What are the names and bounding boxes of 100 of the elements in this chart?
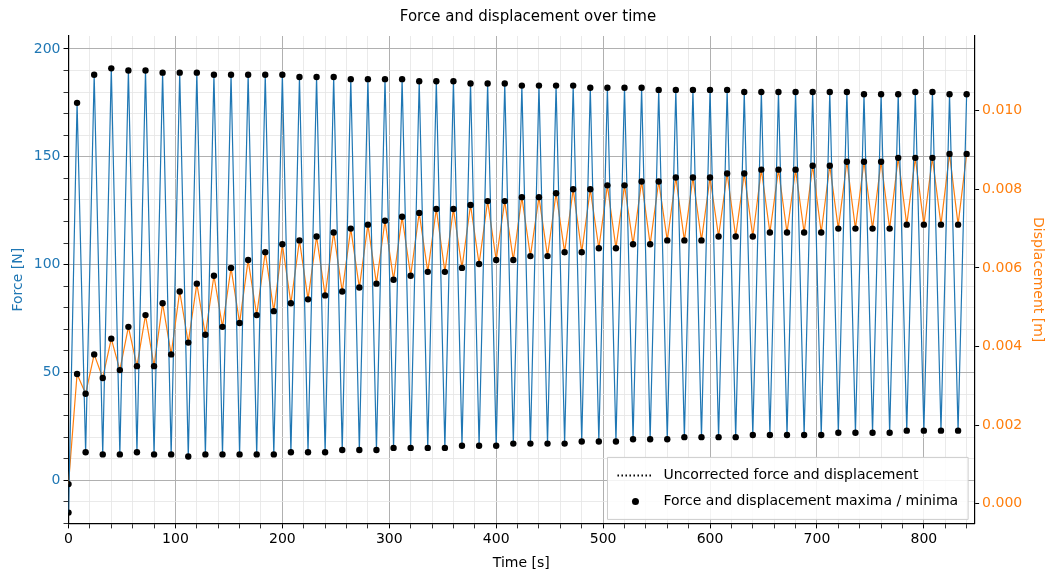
point xyxy=(210,71,218,79)
y2-tick-label: 0.006 xyxy=(982,258,1023,275)
point xyxy=(800,229,808,236)
point xyxy=(287,300,295,307)
y-tick-label: 100 xyxy=(33,255,61,272)
point xyxy=(339,288,346,295)
point xyxy=(792,166,799,173)
point xyxy=(108,335,115,342)
y2-tick-label: 0.010 xyxy=(982,101,1023,118)
point xyxy=(569,186,577,193)
point xyxy=(287,449,295,456)
point xyxy=(766,229,774,236)
point xyxy=(929,88,936,96)
point xyxy=(706,174,714,181)
point xyxy=(946,91,953,98)
point xyxy=(176,288,183,295)
point xyxy=(433,78,440,85)
point xyxy=(219,323,226,331)
point xyxy=(236,319,243,327)
point xyxy=(296,73,303,81)
point xyxy=(963,91,970,98)
y2-tick-label: 0.008 xyxy=(982,179,1023,196)
point xyxy=(193,69,201,76)
point xyxy=(450,205,457,213)
point xyxy=(108,65,115,72)
y2-tick-label: 0.002 xyxy=(982,415,1023,432)
point xyxy=(416,209,423,217)
point xyxy=(749,233,756,240)
point xyxy=(587,84,594,91)
point xyxy=(689,174,697,181)
point xyxy=(313,233,320,240)
point xyxy=(356,284,363,291)
point xyxy=(621,182,628,189)
point xyxy=(244,71,252,79)
point xyxy=(253,311,260,319)
point xyxy=(886,429,893,437)
point xyxy=(321,449,329,456)
point xyxy=(912,154,919,162)
point xyxy=(741,170,748,177)
point xyxy=(612,245,620,252)
point xyxy=(792,88,799,96)
point xyxy=(775,88,782,96)
point xyxy=(595,438,603,445)
y-tick-label: 200 xyxy=(33,39,61,56)
point xyxy=(133,362,141,370)
x-tick-label: 300 xyxy=(375,530,403,547)
point xyxy=(920,221,928,228)
x-tick-label: 100 xyxy=(162,530,189,547)
point xyxy=(672,174,680,181)
point xyxy=(877,91,885,98)
x-tick-label: 200 xyxy=(268,530,296,547)
point xyxy=(672,86,680,94)
point xyxy=(946,150,953,158)
point xyxy=(202,331,209,338)
point xyxy=(125,323,132,331)
point xyxy=(860,91,868,98)
point xyxy=(90,71,98,79)
legend-label: Force and displacement maxima / minima xyxy=(663,492,959,509)
point xyxy=(604,182,611,189)
point xyxy=(749,431,756,439)
point xyxy=(313,73,320,81)
point xyxy=(852,429,859,437)
point xyxy=(296,237,303,244)
point xyxy=(843,88,851,96)
point xyxy=(82,449,89,456)
point xyxy=(407,444,414,452)
point xyxy=(475,442,483,449)
point xyxy=(835,225,842,232)
point xyxy=(783,431,791,439)
point xyxy=(270,451,278,458)
y-tick-label: 150 xyxy=(33,147,61,164)
point xyxy=(373,280,380,287)
point xyxy=(723,170,731,177)
point xyxy=(937,427,945,434)
point xyxy=(330,73,337,81)
point xyxy=(321,292,329,299)
point xyxy=(920,427,928,434)
point xyxy=(510,256,517,264)
point xyxy=(253,451,260,458)
point xyxy=(552,190,560,197)
x-tick-label: 500 xyxy=(589,530,617,547)
point xyxy=(877,158,885,165)
point xyxy=(646,241,654,248)
point xyxy=(501,197,508,205)
point xyxy=(595,245,603,252)
point xyxy=(142,67,149,74)
point xyxy=(219,451,226,458)
point xyxy=(210,272,218,279)
point xyxy=(578,438,585,445)
point xyxy=(381,217,389,224)
point xyxy=(364,221,372,228)
point xyxy=(963,150,970,158)
point xyxy=(73,370,81,378)
point xyxy=(723,86,731,94)
point xyxy=(783,229,791,236)
point xyxy=(886,225,893,232)
point xyxy=(279,241,286,248)
point xyxy=(954,221,962,228)
point xyxy=(73,99,81,107)
point xyxy=(552,82,560,89)
